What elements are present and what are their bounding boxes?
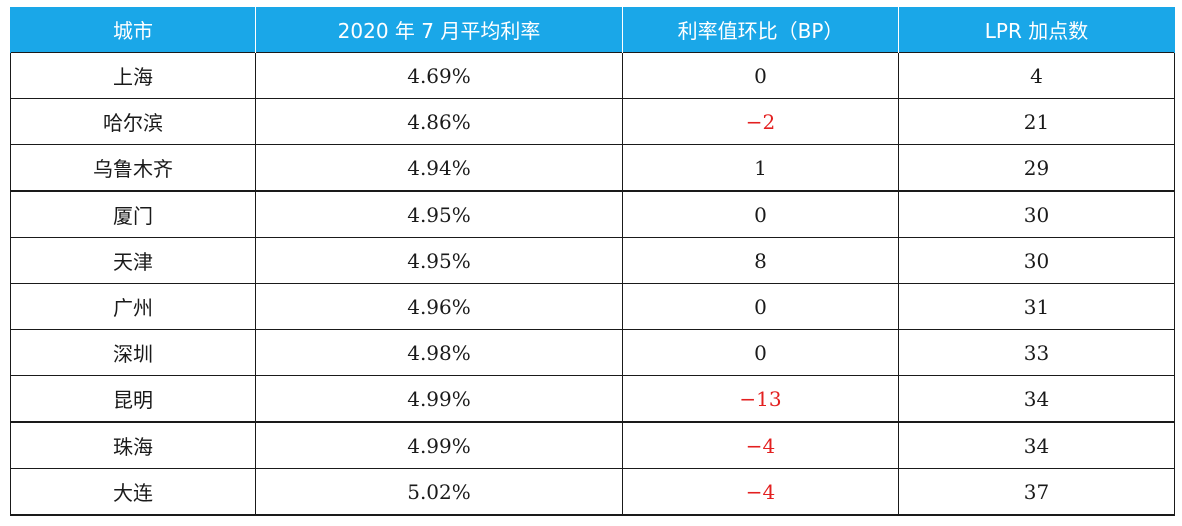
city-cell: 珠海 [10,421,256,469]
table-row: 乌鲁木齐 4.94% 1 29 [10,144,1175,192]
table-row: 深圳 4.98% 0 33 [10,329,1175,376]
lpr-cell: 34 [898,375,1175,423]
change-cell: 0 [622,329,899,376]
table-row: 哈尔滨 4.86% −2 21 [10,98,1175,145]
lpr-cell: 37 [898,468,1175,516]
city-cell: 深圳 [10,329,256,376]
change-cell: −13 [622,375,899,423]
table-row: 珠海 4.99% −4 34 [10,421,1175,469]
table-row: 昆明 4.99% −13 34 [10,375,1175,423]
rate-cell: 4.95% [255,237,623,284]
rate-cell: 4.96% [255,283,623,330]
rate-cell: 4.98% [255,329,623,376]
city-cell: 乌鲁木齐 [10,144,256,192]
change-cell: 0 [622,52,899,99]
rate-table: 城市 2020 年 7 月平均利率 利率值环比（BP） LPR 加点数 上海 4… [10,7,1175,516]
change-cell: −2 [622,98,899,145]
lpr-cell: 33 [898,329,1175,376]
change-cell: 0 [622,283,899,330]
lpr-cell: 31 [898,283,1175,330]
city-cell: 天津 [10,237,256,284]
rate-cell: 4.99% [255,421,623,469]
city-cell: 广州 [10,283,256,330]
table-row: 大连 5.02% −4 37 [10,468,1175,516]
header-city: 城市 [10,7,256,53]
city-cell: 大连 [10,468,256,516]
header-row: 城市 2020 年 7 月平均利率 利率值环比（BP） LPR 加点数 [10,7,1175,53]
city-cell: 昆明 [10,375,256,423]
change-cell: 0 [622,190,899,238]
rate-cell: 4.86% [255,98,623,145]
rate-cell: 4.95% [255,190,623,238]
change-cell: 1 [622,144,899,192]
rate-cell: 4.69% [255,52,623,99]
rate-cell: 4.99% [255,375,623,423]
lpr-cell: 4 [898,52,1175,99]
rate-cell: 5.02% [255,468,623,516]
city-cell: 哈尔滨 [10,98,256,145]
change-cell: 8 [622,237,899,284]
header-lpr-spread: LPR 加点数 [898,7,1175,53]
table-row: 上海 4.69% 0 4 [10,52,1175,99]
lpr-cell: 21 [898,98,1175,145]
header-average-rate: 2020 年 7 月平均利率 [255,7,623,53]
header-rate-change: 利率值环比（BP） [622,7,899,53]
change-cell: −4 [622,468,899,516]
lpr-cell: 30 [898,237,1175,284]
lpr-cell: 29 [898,144,1175,192]
city-cell: 上海 [10,52,256,99]
lpr-cell: 34 [898,421,1175,469]
city-cell: 厦门 [10,190,256,238]
lpr-cell: 30 [898,190,1175,238]
table-row: 广州 4.96% 0 31 [10,283,1175,330]
table-row: 厦门 4.95% 0 30 [10,190,1175,238]
table-row: 天津 4.95% 8 30 [10,237,1175,284]
rate-cell: 4.94% [255,144,623,192]
change-cell: −4 [622,421,899,469]
